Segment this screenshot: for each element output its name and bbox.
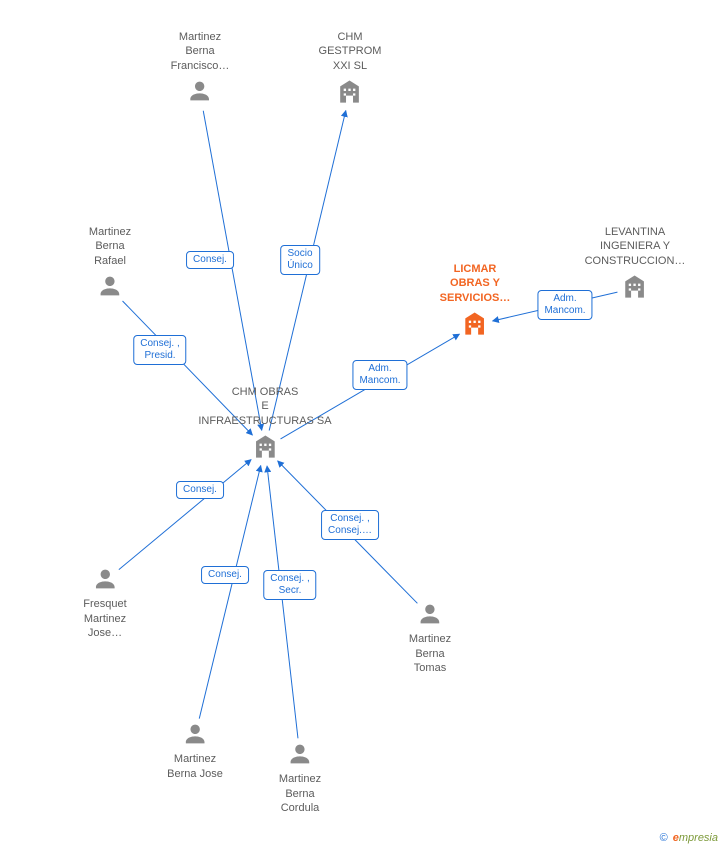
company-icon: [440, 309, 511, 341]
node-n_chmg: CHM GESTPROM XXI SL: [319, 30, 382, 109]
person-icon: [279, 740, 321, 772]
brand-rest: mpresia: [679, 832, 718, 844]
node-label: Martinez Berna Jose: [167, 752, 223, 781]
edge-label: Consej. , Consej.…: [321, 510, 379, 540]
edge-label: Consej.: [186, 251, 234, 269]
person-icon: [171, 77, 230, 109]
edge-label: Consej.: [201, 566, 249, 584]
company-icon: [198, 432, 331, 464]
node-n_mbf: Martinez Berna Francisco…: [171, 30, 230, 109]
person-icon: [409, 600, 451, 632]
node-label: CHM GESTPROM XXI SL: [319, 30, 382, 73]
node-label: Fresquet Martinez Jose…: [83, 597, 126, 640]
node-label: Martinez Berna Cordula: [279, 772, 321, 815]
company-icon: [585, 272, 686, 304]
edge-label: Consej.: [176, 481, 224, 499]
copyright-symbol: ©: [660, 832, 668, 844]
node-n_mbr: Martinez Berna Rafael: [89, 225, 131, 304]
node-n_chmo: CHM OBRAS E INFRAESTRUCTURAS SA: [198, 385, 331, 464]
node-label: CHM OBRAS E INFRAESTRUCTURAS SA: [198, 385, 331, 428]
node-label: Martinez Berna Rafael: [89, 225, 131, 268]
edge: [119, 460, 251, 570]
edge-label: Adm. Mancom.: [352, 360, 407, 390]
person-icon: [89, 272, 131, 304]
person-icon: [167, 720, 223, 752]
node-n_licmar: LICMAR OBRAS Y SERVICIOS…: [440, 262, 511, 341]
edge-label: Socio Único: [280, 245, 320, 275]
graph-canvas: [0, 0, 728, 850]
node-n_mbc: Martinez Berna Cordula: [279, 740, 321, 819]
edge: [267, 466, 298, 738]
node-n_lev: LEVANTINA INGENIERA Y CONSTRUCCION…: [585, 225, 686, 304]
node-label: LICMAR OBRAS Y SERVICIOS…: [440, 262, 511, 305]
node-label: LEVANTINA INGENIERA Y CONSTRUCCION…: [585, 225, 686, 268]
edge: [203, 111, 262, 431]
edge: [199, 466, 261, 719]
company-icon: [319, 77, 382, 109]
node-n_mbt: Martinez Berna Tomas: [409, 600, 451, 679]
edge-label: Consej. , Presid.: [133, 335, 186, 365]
footer: © empresia: [660, 832, 718, 844]
edge-label: Adm. Mancom.: [537, 290, 592, 320]
node-n_fresquet: Fresquet Martinez Jose…: [83, 565, 126, 644]
node-label: Martinez Berna Francisco…: [171, 30, 230, 73]
node-label: Martinez Berna Tomas: [409, 632, 451, 675]
edge-label: Consej. , Secr.: [263, 570, 316, 600]
node-n_mbj: Martinez Berna Jose: [167, 720, 223, 785]
person-icon: [83, 565, 126, 597]
